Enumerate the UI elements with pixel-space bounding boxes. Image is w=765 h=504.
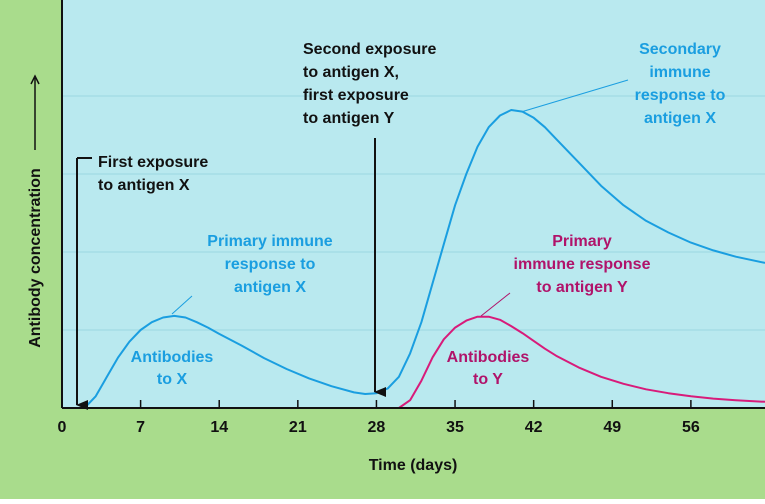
annotation: first exposure [303,87,409,104]
x-tick-label: 56 [682,419,700,436]
annotation: antigen X [234,279,306,296]
annotation: to antigen Y [303,110,395,127]
pointer-line [480,292,511,317]
annotation: to antigen X, [303,64,399,81]
x-tick-label: 49 [603,419,621,436]
annotation: immune [649,64,710,81]
series-line [62,109,765,409]
annotation: immune response [514,256,651,273]
annotation: response to [635,87,726,104]
y-axis-arrow [30,74,40,85]
plot-area [62,0,765,408]
x-tick-label: 0 [58,419,67,436]
series-label: Antibodies to Y [447,349,530,388]
pointer-line [520,79,629,113]
x-tick-label: 42 [525,419,543,436]
x-tick-label: 35 [446,419,464,436]
annotation: antigen X [644,110,716,127]
annotation: Secondary [639,41,721,58]
annotation: First exposure [98,154,208,171]
x-tick-label: 21 [289,419,307,436]
annotation: to antigen Y [536,279,628,296]
series-label: Antibodies to X [131,349,214,388]
series-line [398,315,765,409]
x-tick-label: 14 [210,419,228,436]
y-axis-label: Antibody concentration [27,168,44,348]
annotation: response to [225,256,316,273]
annotation: Second exposure [303,41,436,58]
annotation: Primary immune [207,233,332,250]
x-tick-label: 28 [368,419,386,436]
x-tick-label: 7 [136,419,145,436]
x-axis-label: Time (days) [369,457,458,474]
annotation: Primary [552,233,612,250]
annotation: to antigen X [98,177,190,194]
pointer-line [171,295,193,315]
